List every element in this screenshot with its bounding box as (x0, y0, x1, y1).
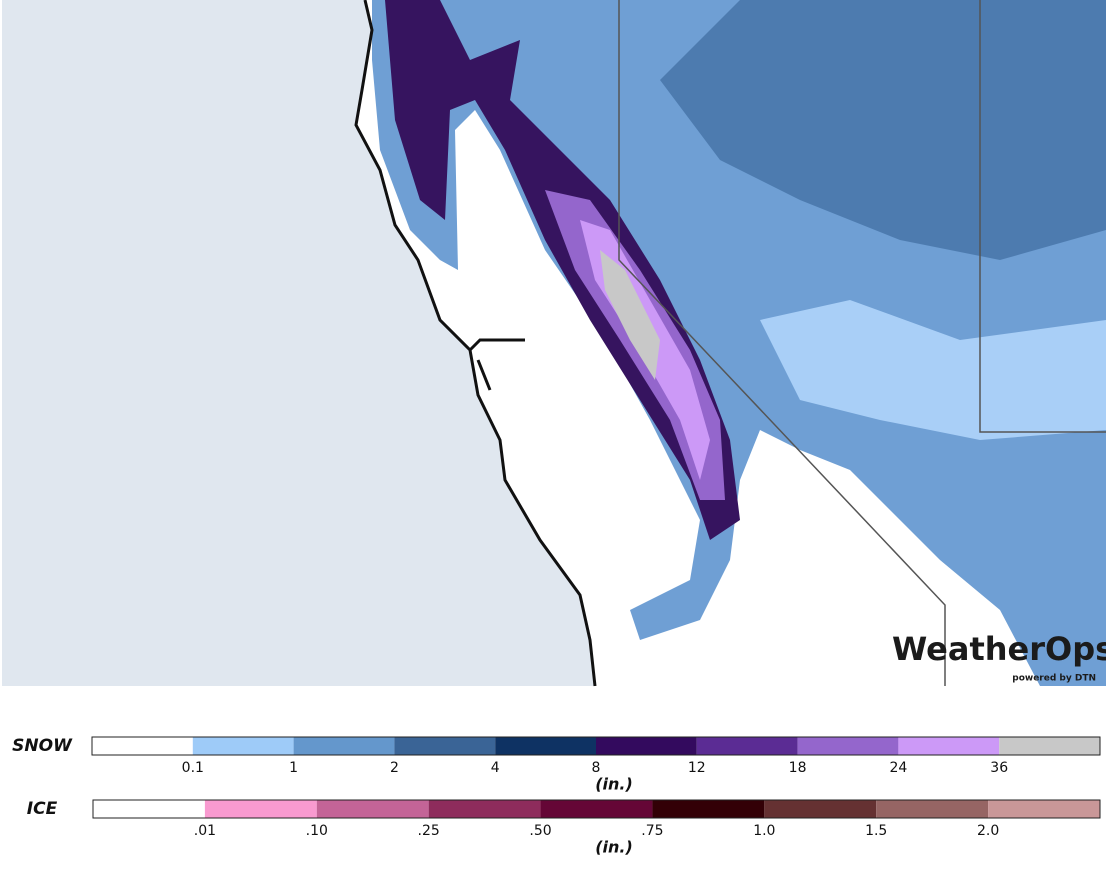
legend-swatch (192, 737, 294, 755)
bay (468, 338, 525, 391)
legend-swatch (898, 737, 1000, 755)
snow-area (660, 0, 1106, 260)
snow-area (760, 300, 1106, 440)
legend-tick-label: 1.5 (865, 823, 887, 839)
legend-tick-label: 24 (889, 760, 907, 776)
snow-area (600, 250, 660, 380)
legend-swatch (92, 737, 193, 755)
legend-swatch (428, 800, 541, 818)
legend-label: ICE (27, 799, 58, 819)
legend-swatch (394, 737, 496, 755)
legend-swatch (988, 800, 1100, 818)
legend-swatch (876, 800, 989, 818)
legend-frame (91, 736, 1101, 756)
legend-tick-label: 8 (592, 760, 601, 776)
legend-tick-label: 1 (289, 760, 298, 776)
legend-swatch (316, 800, 429, 818)
logo: WeatherOps (892, 630, 1106, 668)
logo-sub: powered by DTN (1012, 674, 1096, 684)
legend-swatch (999, 737, 1100, 755)
legend-frame (92, 799, 1101, 819)
legend-swatch (293, 737, 395, 755)
legend-swatch (764, 800, 877, 818)
ocean (2, 0, 595, 686)
map: WeatherOps powered by DTN (2, 0, 1106, 687)
legend-tick-label: 12 (688, 760, 706, 776)
legend-swatch (204, 800, 317, 818)
state-border (618, 0, 1106, 686)
legend-swatch (596, 737, 697, 755)
legend-tick-label: 18 (789, 760, 807, 776)
legend-tick-label: .75 (641, 823, 663, 839)
snow-area (385, 0, 740, 540)
legend-tick-label: 4 (491, 760, 500, 776)
legend-label: SNOW (12, 736, 73, 756)
coastline (354, 0, 597, 687)
legend-swatch (93, 800, 205, 818)
legend-tick-label: .10 (306, 823, 328, 839)
legend-swatch (495, 737, 596, 755)
legend-unit: (in.) (595, 838, 633, 857)
legend-unit: (in.) (595, 775, 633, 794)
legend-tick-label: .25 (418, 823, 440, 839)
legend-tick-label: 2 (390, 760, 399, 776)
legend-tick-label: .01 (194, 823, 216, 839)
legend-tick-label: 0.1 (182, 760, 204, 776)
legend-swatch (652, 800, 765, 818)
legend-tick-label: 2.0 (977, 823, 999, 839)
legend-swatch (797, 737, 899, 755)
legend-tick-label: 1.0 (753, 823, 775, 839)
legend-tick-label: 36 (990, 760, 1008, 776)
legend-tick-label: .50 (529, 823, 551, 839)
legend-swatch (696, 737, 798, 755)
legend-swatch (540, 800, 653, 818)
